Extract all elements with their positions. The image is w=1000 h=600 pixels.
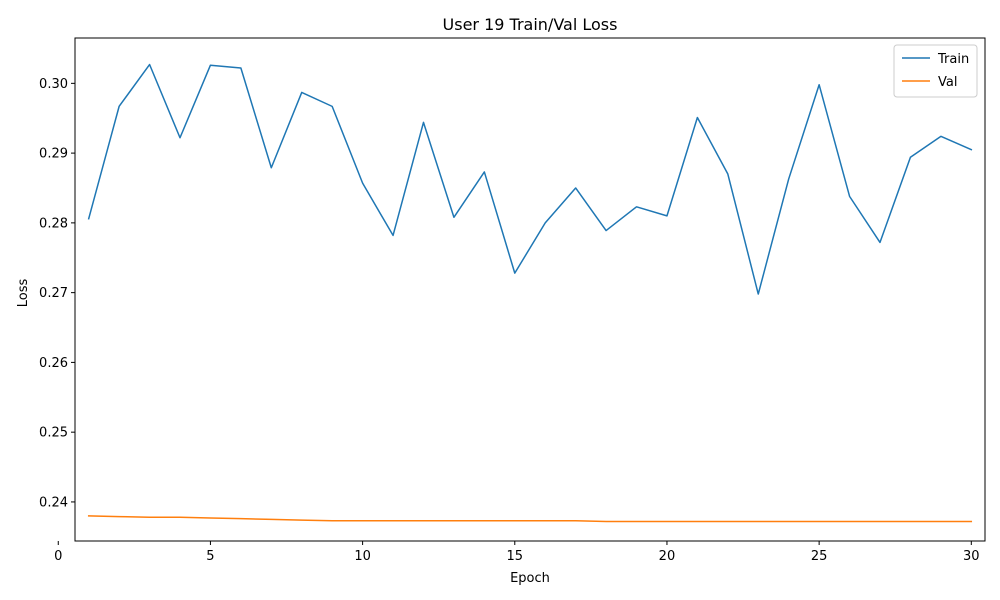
y-tick-label: 0.25: [39, 426, 68, 441]
x-tick-label: 10: [354, 549, 371, 564]
series-line-train: [87, 63, 973, 295]
y-tick-label: 0.28: [39, 216, 68, 231]
y-axis-label: Loss: [16, 279, 31, 308]
x-tick-label: 20: [659, 549, 676, 564]
y-tick-label: 0.30: [39, 77, 68, 92]
chart-title: User 19 Train/Val Loss: [443, 15, 618, 34]
x-tick-label: 5: [206, 549, 214, 564]
series-line-val: [87, 515, 973, 523]
legend-label-train: Train: [937, 52, 969, 67]
y-tick-label: 0.24: [39, 495, 68, 510]
x-axis-label: Epoch: [510, 571, 550, 586]
x-tick-label: 30: [963, 549, 980, 564]
plot-frame: [74, 37, 986, 542]
y-tick-label: 0.26: [39, 356, 68, 371]
x-tick-label: 25: [811, 549, 828, 564]
x-tick-label: 0: [54, 549, 62, 564]
y-tick-label: 0.29: [39, 147, 68, 162]
y-tick-label: 0.27: [39, 286, 68, 301]
legend-label-val: Val: [938, 75, 957, 90]
x-tick-label: 15: [507, 549, 524, 564]
